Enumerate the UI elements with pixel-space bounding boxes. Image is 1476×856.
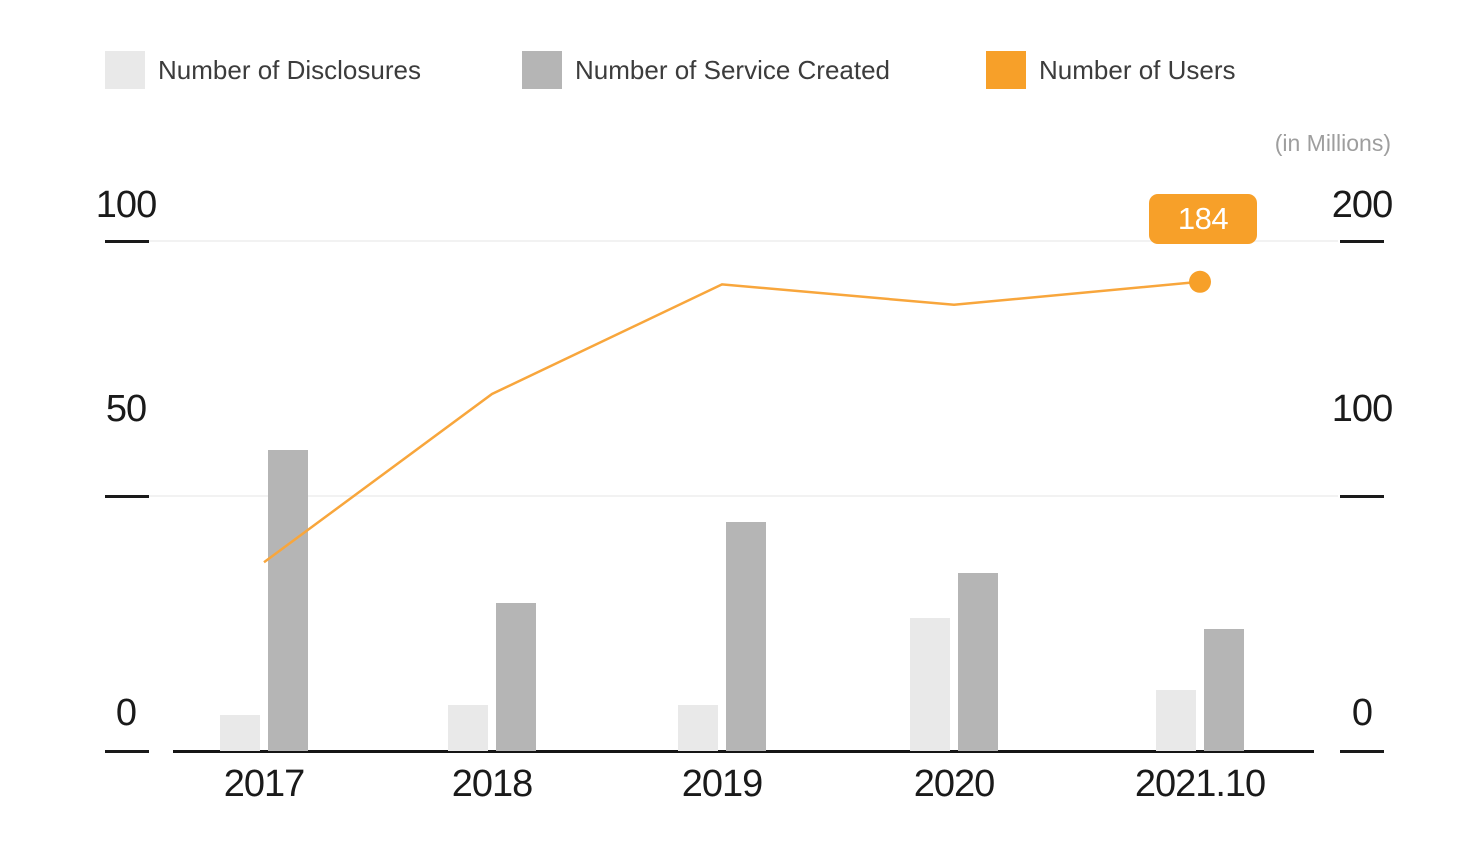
disclosures-swatch-icon: [105, 51, 145, 89]
x-axis-label-2017: 2017: [223, 763, 306, 805]
bar-services-2021.10: [1204, 628, 1244, 751]
bar-disclosures-2018: [448, 705, 488, 751]
legend-item-services: Number of Service Created: [522, 50, 890, 90]
x-axis-label-2021.10: 2021.10: [1134, 763, 1266, 805]
bar-disclosures-2021.10: [1156, 689, 1196, 751]
bar-disclosures-2017: [220, 715, 260, 751]
right-axis-label-200: 200: [1331, 184, 1393, 226]
gridline-middle: [148, 495, 1338, 497]
services-swatch-icon: [522, 51, 562, 89]
bar-disclosures-2020: [910, 618, 950, 751]
legend-item-disclosures: Number of Disclosures: [105, 50, 421, 90]
users-swatch-icon: [986, 51, 1026, 89]
right-axis-label-0: 0: [1351, 692, 1373, 734]
right-axis-label-100: 100: [1331, 388, 1393, 430]
left-axis-tick: [105, 240, 149, 243]
left-axis-label-100: 100: [95, 184, 157, 226]
bar-disclosures-2019: [678, 705, 718, 751]
x-axis-line: [173, 750, 1314, 753]
left-axis-label-0: 0: [115, 692, 137, 734]
right-axis-tick: [1340, 240, 1384, 243]
legend-label-services: Number of Service Created: [575, 54, 891, 85]
bar-services-2020: [958, 572, 998, 751]
legend-label-users: Number of Users: [1039, 54, 1236, 85]
bar-services-2017: [268, 450, 308, 751]
legend-label-disclosures: Number of Disclosures: [158, 54, 421, 85]
users-line-endpoint-marker: [1189, 270, 1211, 293]
bar-services-2019: [726, 521, 766, 751]
x-axis-label-2019: 2019: [681, 763, 764, 805]
legend-item-users: Number of Users: [986, 50, 1236, 90]
x-axis-label-2020: 2020: [913, 763, 996, 805]
bar-services-2018: [496, 603, 536, 751]
gridline-top: [148, 240, 1338, 242]
left-axis-label-50: 50: [105, 388, 147, 430]
users-value-badge: 184: [1149, 194, 1257, 244]
left-axis-tick: [105, 750, 149, 753]
right-axis-tick: [1340, 750, 1384, 753]
left-axis-tick: [105, 495, 149, 498]
x-axis-label-2018: 2018: [451, 763, 534, 805]
users-line: [263, 280, 1201, 564]
right-axis-tick: [1340, 495, 1384, 498]
unit-note: (in Millions): [1274, 130, 1391, 156]
